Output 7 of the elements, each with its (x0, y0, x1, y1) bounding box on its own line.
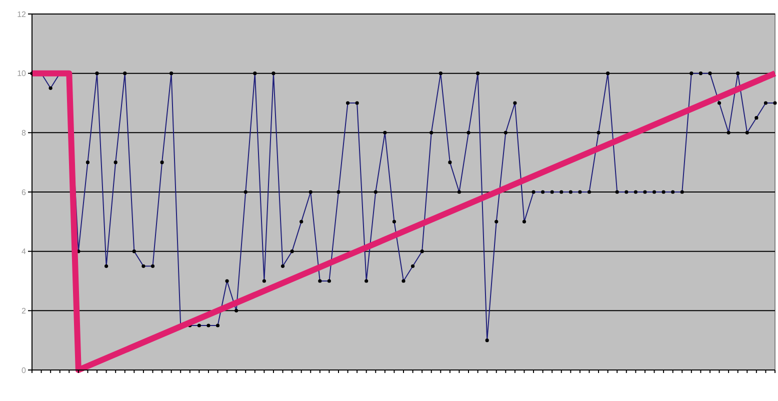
y-tick-label: 2 (22, 306, 27, 316)
y-tick-label: 6 (22, 188, 27, 197)
y-tick-label: 4 (22, 247, 27, 256)
y-tick-label: 12 (17, 10, 27, 19)
y-tick-label: 10 (17, 69, 27, 78)
y-tick-label: 8 (22, 128, 27, 138)
y-tick-label: 0 (22, 366, 27, 375)
